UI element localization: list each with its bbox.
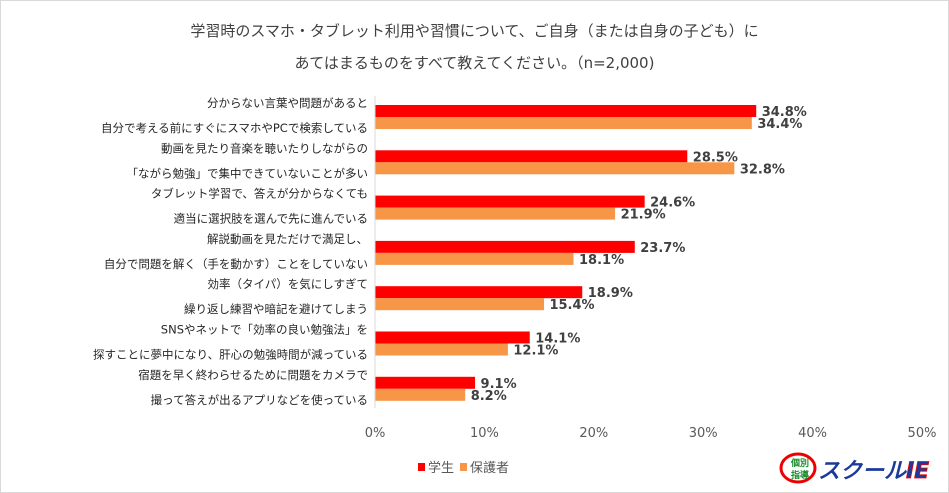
x-tick-label: 40% [798,426,827,441]
category-label: 解説動画を見ただけで満足し、 [207,232,368,246]
x-tick-label: 0% [365,426,386,441]
bar-guardian [375,343,508,356]
bar-guardian [375,252,574,265]
category-label: 撮って答えが出るアプリなどを使っている [151,393,368,407]
chart-title-line-2: あてはまるものをすべて教えてください。（n=2,000) [294,54,655,72]
data-label: 21.9% [621,208,666,223]
x-tick-label: 10% [470,426,499,441]
category-label: 自分で問題を解く（手を動かす）ことをしていない [104,257,368,271]
chart-title-line-1: 学習時のスマホ・タブレット利用や習慣について、ご自身（または自身の子ども）に [190,22,759,40]
legend-label: 学生 [428,460,454,476]
bar-student [375,195,645,208]
category-label: 探すことに夢中になり、肝心の勉強時間が減っている [93,348,368,362]
data-label: 28.5% [693,150,738,165]
data-label: 8.2% [471,389,507,404]
data-label: 34.4% [757,117,802,132]
svg-text:個別: 個別 [790,457,809,469]
bar-student [375,240,635,253]
category-label: 動画を見たり音楽を聴いたりしながらの [161,141,368,155]
data-label: 32.8% [740,162,785,177]
category-label: 適当に選択肢を選んで先に進んでいる [174,212,368,226]
data-label: 9.1% [481,377,517,392]
x-tick-label: 30% [689,426,718,441]
category-label: 「ながら勉強」で集中できていないことが多い [127,166,369,180]
legend-label: 保護者 [470,460,509,476]
x-tick-label: 20% [579,426,608,441]
bar-student [375,286,583,299]
data-label: 18.9% [588,286,633,301]
school-ie-logo: 個別 指導 スクール IE [778,451,938,485]
legend-swatch [418,463,425,471]
bar-guardian [375,207,616,220]
bar-student [375,150,688,163]
bar-student [375,331,530,344]
data-label: 24.6% [650,196,695,211]
bar-guardian [375,388,466,401]
bar-guardian [375,162,735,175]
data-label: 18.1% [579,253,624,268]
category-label: 宿題を早く終わらせるために問題をカメラで [138,368,368,382]
svg-text:スクール: スクール [818,459,907,484]
bar-student [375,105,757,117]
data-label: 23.7% [640,241,685,256]
data-label: 34.8% [762,105,807,120]
category-label: 効率（タイパ）を気にしすぎて [207,277,368,291]
category-label: タブレット学習で、答えが分からなくても [151,187,368,201]
bar-student [375,376,476,389]
svg-text:指導: 指導 [791,469,809,481]
bar-guardian [375,117,752,129]
legend-swatch [460,463,467,471]
category-label: 繰り返し練習や暗記を避けてしまう [184,302,368,316]
bar-guardian [375,298,544,311]
x-tick-label: 50% [908,426,937,441]
category-label: 自分で考える前にすぐにスマホやPCで検索している [101,121,368,135]
data-label: 15.4% [549,298,594,313]
svg-text:IE: IE [906,459,929,484]
category-label: SNSやネットで「効率の良い勉強法」を [161,323,368,337]
category-label: 分からない言葉や問題があると [207,96,368,110]
data-label: 12.1% [513,344,558,359]
data-label: 14.1% [535,332,580,347]
